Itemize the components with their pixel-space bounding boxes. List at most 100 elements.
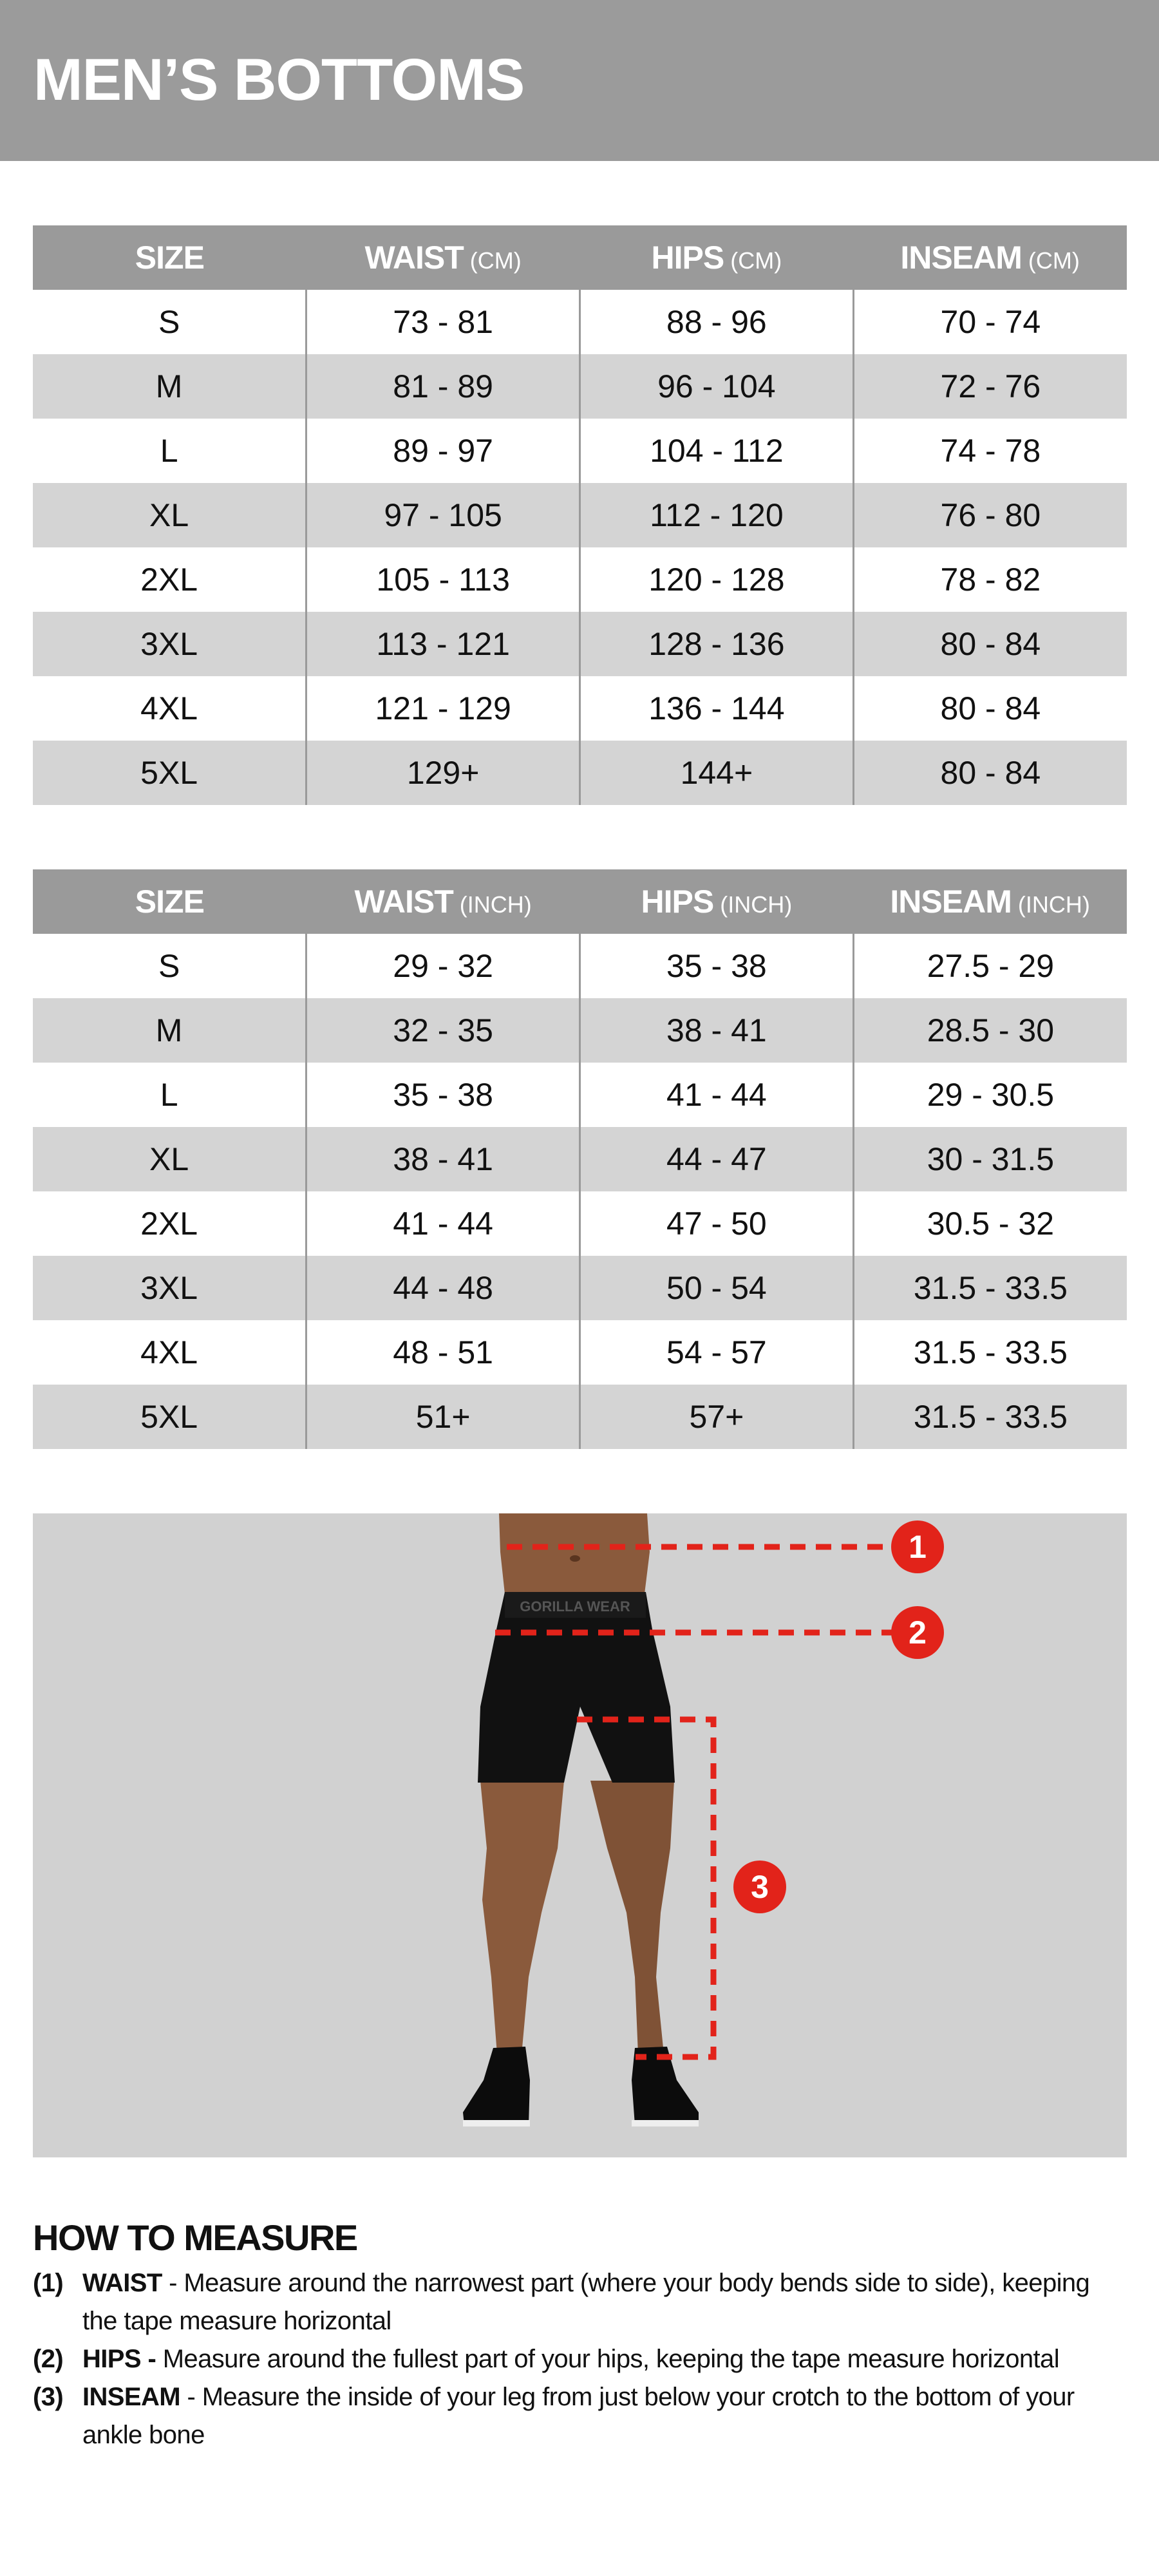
table-cell: 5XL (33, 1385, 306, 1449)
table-cell: 50 - 54 (579, 1256, 854, 1320)
table-row: 2XL 105 - 113 120 - 128 78 - 82 (33, 547, 1127, 612)
table-cell: 88 - 96 (579, 290, 854, 354)
table-cell: 4XL (140, 1334, 198, 1370)
table-row: 5XL 51+ 57+ 31.5 - 33.5 (33, 1385, 1127, 1449)
title-banner: MEN’S BOTTOMS (0, 0, 1159, 161)
table-cell: 30 - 31.5 (852, 1127, 1127, 1191)
table-cell: 30.5 - 32 (852, 1191, 1127, 1256)
table-row: 4XL 121 - 129 136 - 144 80 - 84 (33, 676, 1127, 741)
step-text: Measure around the fullest part of your … (156, 2345, 1060, 2373)
table-cell: S (158, 948, 180, 984)
table-row: XL 38 - 41 44 - 47 30 - 31.5 (33, 1127, 1127, 1191)
table-cell: 72 - 76 (852, 354, 1127, 419)
table-row: 3XL 113 - 121 128 - 136 80 - 84 (33, 612, 1127, 676)
table-row: 4XL 48 - 51 54 - 57 31.5 - 33.5 (33, 1320, 1127, 1385)
table-cell: 76 - 80 (852, 483, 1127, 547)
step-number: (3) (33, 2383, 64, 2411)
step-term: HIPS - (82, 2345, 156, 2373)
column-header: WAIST (INCH) (306, 869, 580, 934)
table-cell: 44 - 48 (305, 1256, 580, 1320)
table-cell: 73 - 81 (305, 290, 580, 354)
table-cell: 2XL (140, 1206, 198, 1242)
how-to-measure: HOW TO MEASURE (1) WAIST - Measure around… (33, 2215, 1127, 2454)
table-cell: 31.5 - 33.5 (852, 1385, 1127, 1449)
column-label: WAIST (364, 240, 464, 276)
column-label: HIPS (651, 240, 725, 276)
step-number: (1) (33, 2269, 64, 2297)
table-cell: 28.5 - 30 (852, 998, 1127, 1063)
table-cell: 80 - 84 (852, 612, 1127, 676)
column-label: SIZE (135, 240, 205, 276)
table-cell: 38 - 41 (305, 1127, 580, 1191)
column-label: INSEAM (890, 884, 1012, 920)
right-leg (590, 1781, 674, 2054)
table-cell: 81 - 89 (305, 354, 580, 419)
how-to-measure-title: HOW TO MEASURE (33, 2217, 358, 2258)
measurement-figure: GORILLA WEAR 1 2 3 (33, 1513, 1127, 2157)
table-cell: 96 - 104 (579, 354, 854, 419)
table-row: M 32 - 35 38 - 41 28.5 - 30 (33, 998, 1127, 1063)
column-header: WAIST (CM) (306, 225, 580, 290)
table-header-row: SIZE WAIST (INCH) HIPS (INCH) INSEAM (INCH) (33, 869, 1127, 934)
table-cell: S (158, 304, 180, 340)
table-cell: 54 - 57 (579, 1320, 854, 1385)
column-unit: (CM) (724, 247, 782, 274)
right-shoe (632, 2047, 699, 2125)
table-cell: 128 - 136 (579, 612, 854, 676)
waistband-logo: GORILLA WEAR (520, 1598, 630, 1615)
table-cell: 74 - 78 (852, 419, 1127, 483)
table-cell: 104 - 112 (579, 419, 854, 483)
column-label: WAIST (354, 884, 453, 920)
table-cell: 31.5 - 33.5 (852, 1256, 1127, 1320)
table-cell: 35 - 38 (305, 1063, 580, 1127)
table-row: XL 97 - 105 112 - 120 76 - 80 (33, 483, 1127, 547)
shorts (478, 1592, 675, 1783)
column-header: INSEAM (INCH) (853, 869, 1127, 934)
table-cell: 121 - 129 (305, 676, 580, 741)
waistband (505, 1592, 646, 1618)
table-cell: 41 - 44 (305, 1191, 580, 1256)
table-cell: 112 - 120 (579, 483, 854, 547)
column-header: HIPS (CM) (580, 225, 854, 290)
table-cell: 2XL (140, 562, 198, 598)
table-cell: 144+ (579, 741, 854, 805)
table-row: S 29 - 32 35 - 38 27.5 - 29 (33, 934, 1127, 998)
table-cell: 113 - 121 (305, 612, 580, 676)
table-cell: 51+ (305, 1385, 580, 1449)
step-text: - Measure the inside of your leg from ju… (82, 2383, 1075, 2449)
table-cell: 129+ (305, 741, 580, 805)
column-unit: (INCH) (453, 891, 532, 918)
left-shoe (463, 2047, 530, 2125)
table-cell: M (33, 998, 306, 1063)
table-header-row: SIZE WAIST (CM) HIPS (CM) INSEAM (CM) (33, 225, 1127, 290)
table-row: 2XL 41 - 44 47 - 50 30.5 - 32 (33, 1191, 1127, 1256)
size-table-cm: SIZE WAIST (CM) HIPS (CM) INSEAM (CM) S 73 - … (33, 225, 1127, 805)
step-term: WAIST (82, 2269, 162, 2297)
left-leg (480, 1781, 564, 2054)
column-header: SIZE (33, 225, 306, 290)
table-cell: 57+ (579, 1385, 854, 1449)
table-cell: 29 - 32 (305, 934, 580, 998)
table-cell: 136 - 144 (579, 676, 854, 741)
table-row: M 81 - 89 96 - 104 72 - 76 (33, 354, 1127, 419)
table-cell: 38 - 41 (579, 998, 854, 1063)
column-unit: (CM) (1021, 247, 1080, 274)
table-cell: L (160, 433, 178, 469)
table-cell: L (160, 1077, 178, 1113)
table-cell: 97 - 105 (305, 483, 580, 547)
table-cell: 3XL (33, 1256, 306, 1320)
table-cell: 44 - 47 (579, 1127, 854, 1191)
torso (499, 1513, 650, 1594)
table-row: S 73 - 81 88 - 96 70 - 74 (33, 290, 1127, 354)
marker-hips: 2 (891, 1606, 944, 1659)
table-cell: XL (33, 1127, 306, 1191)
table-cell: 78 - 82 (852, 547, 1127, 612)
step-text: - Measure around the narrowest part (whe… (82, 2269, 1090, 2335)
table-cell: 105 - 113 (305, 547, 580, 612)
marker-waist: 1 (891, 1520, 944, 1573)
table-cell: 80 - 84 (852, 676, 1127, 741)
table-cell: 27.5 - 29 (852, 934, 1127, 998)
table-cell: 41 - 44 (579, 1063, 854, 1127)
table-row: 5XL 129+ 144+ 80 - 84 (33, 741, 1127, 805)
table-cell: 4XL (140, 690, 198, 726)
